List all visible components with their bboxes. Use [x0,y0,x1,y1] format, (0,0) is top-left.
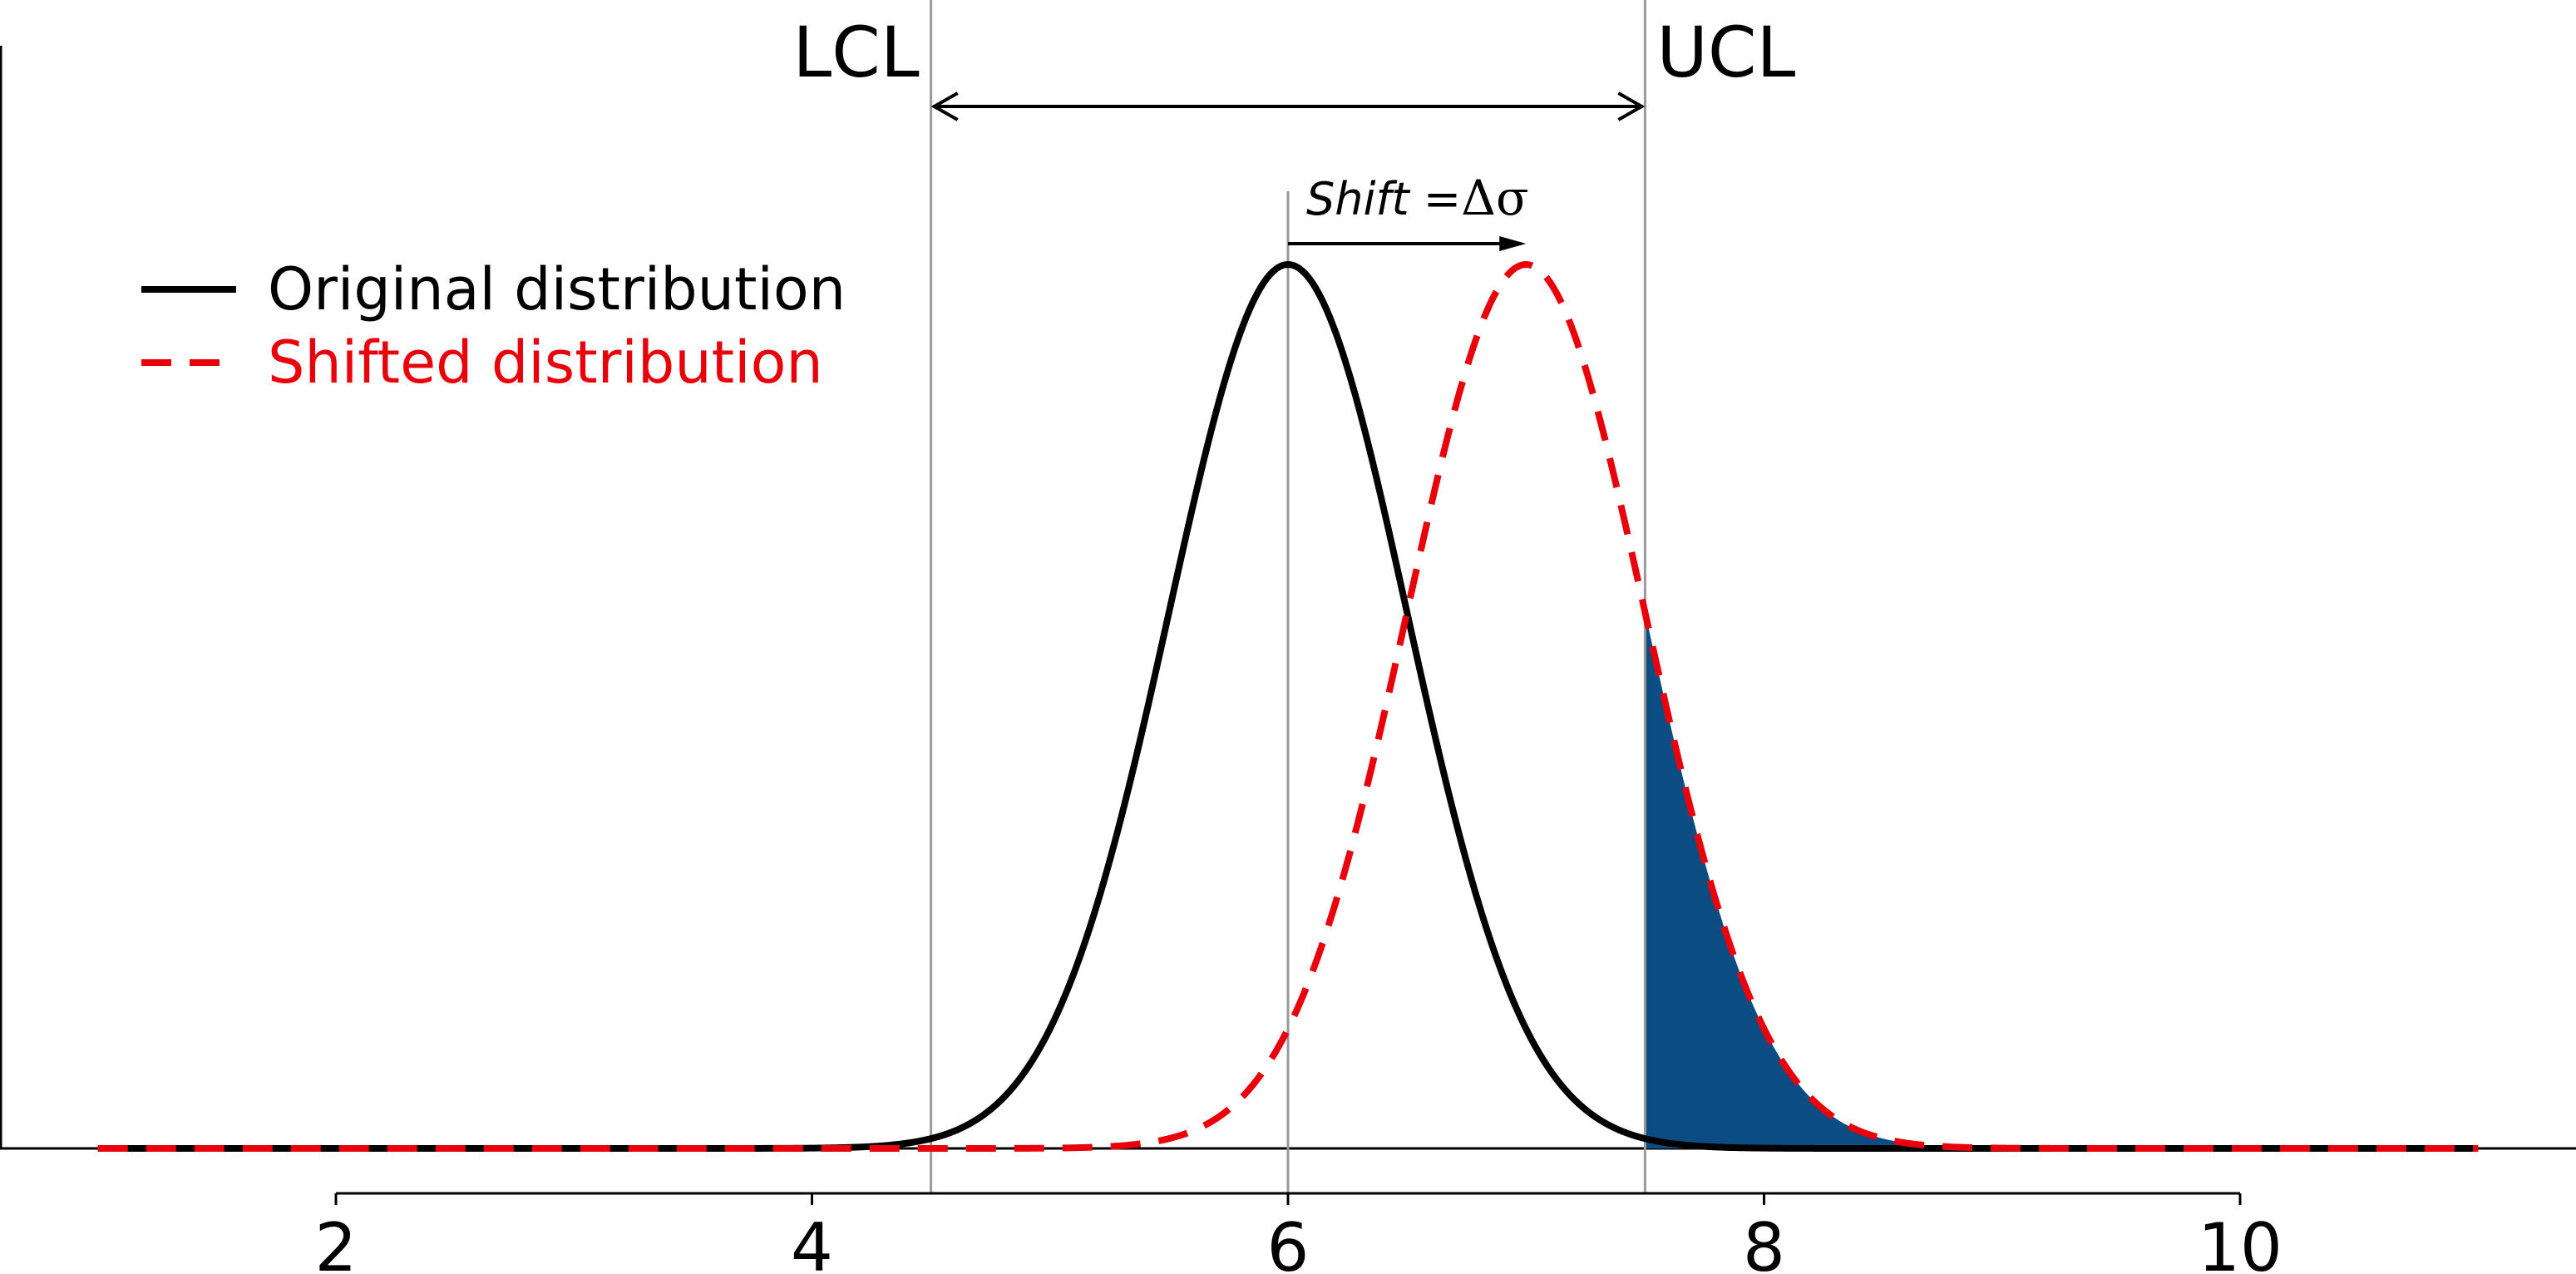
shift-annotation-equals: = [1409,173,1461,225]
x-tick-label-10: 10 [2198,1209,2282,1274]
shifted-distribution-curve [97,261,2479,1152]
vline-layer [930,0,1646,1193]
x-axis: 2 4 6 8 10 [315,1192,2282,1274]
shift-annotation-word: Shift [1306,173,1411,225]
legend-label-shifted-distribution: Shifted distribution [268,328,823,397]
legend-label-original-distribution: Original distribution [268,255,846,323]
control-range-arrow-right-head [1617,91,1646,121]
ucl-label: UCL [1656,12,1795,93]
shift-annotation-symbol: Δσ [1461,170,1528,226]
shift-annotation: Shift =Δσ [1306,170,1529,226]
curve-layer [97,261,2479,1152]
shift-arrow-head [1499,236,1527,251]
x-tick-label-4: 4 [791,1209,833,1274]
annotation-layer: LCL UCL Shift =Δσ [792,12,1796,251]
lcl-label: LCL [792,12,919,93]
plot-area [0,0,2576,1193]
x-tick-label-2: 2 [315,1209,358,1274]
shaded-tail-area [1645,612,2479,1148]
x-tick-label-8: 8 [1743,1209,1785,1274]
control-range-arrow-left-head [930,91,959,121]
shade-layer [1645,612,2479,1148]
x-tick-label-6: 6 [1267,1209,1310,1274]
